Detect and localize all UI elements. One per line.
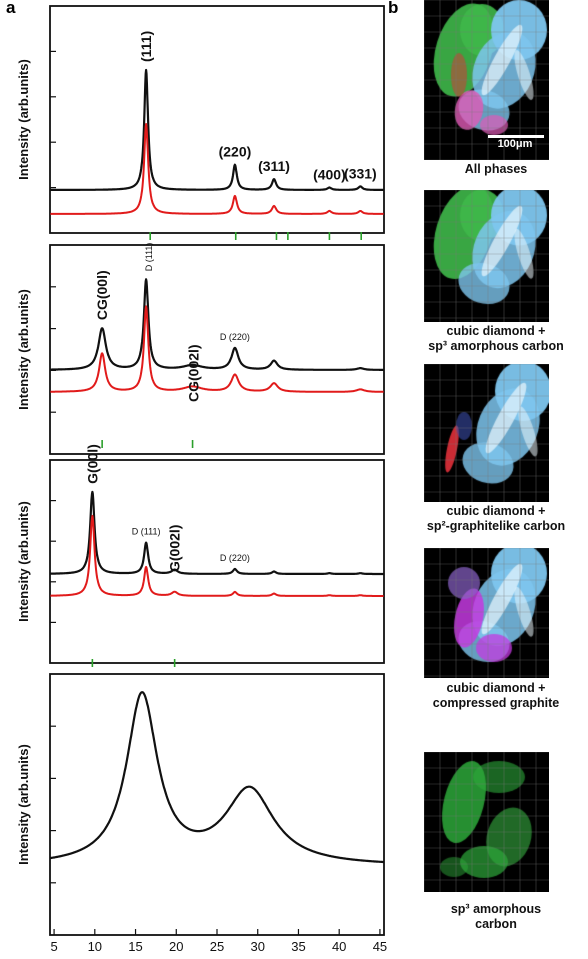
map-grid <box>424 0 549 160</box>
phase-map-sp3-only <box>424 752 549 892</box>
panel-frame <box>49 673 385 936</box>
map-caption-sp3-amorphous: cubic diamond + sp³ amorphous carbon <box>404 324 588 354</box>
panel-frame <box>49 244 385 455</box>
x-tick-label: 10 <box>88 939 102 954</box>
series-line-measured <box>49 490 385 576</box>
scale-bar-label: 100μm <box>497 138 533 150</box>
peak-label: G(002l) <box>167 525 183 572</box>
peak-label: (220) <box>219 144 252 160</box>
x-tick-label: 40 <box>332 939 346 954</box>
phase-map-compressed-graphite <box>424 548 549 678</box>
xrd-panel-3: Intensity (arb.units) G(00l) D (111) G(002l… <box>16 444 385 667</box>
x-tick-label: 20 <box>169 939 183 954</box>
caption-line: sp³ amorphous carbon <box>428 339 564 353</box>
scale-bar <box>488 135 544 138</box>
peak-label: (331) <box>344 165 377 181</box>
peak-label: G(00l) <box>84 444 100 484</box>
x-tick-label: 35 <box>291 939 305 954</box>
x-tick-label: 30 <box>250 939 264 954</box>
peak-label: CG(00l) <box>94 270 110 320</box>
caption-line: cubic diamond + <box>446 504 546 518</box>
series-line-measured <box>49 691 385 864</box>
y-axis-label: Intensity (arb.units) <box>16 59 31 180</box>
xrd-panel-2: Intensity (arb.units) CG(00l) D (111) CG(00… <box>16 243 385 455</box>
map-grid <box>424 190 549 322</box>
panel-label-b: b <box>388 0 399 17</box>
map-caption-all-phases: All phases <box>404 162 588 177</box>
y-axis-label: Intensity (arb.units) <box>16 289 31 410</box>
series-line-fit <box>49 305 385 393</box>
peak-label: CG(002l) <box>186 344 202 402</box>
xrd-pattern-panels: Intensity (arb.units) (111) (220) (311) (400… <box>16 5 387 954</box>
peak-label: D (111) <box>132 527 161 537</box>
series-line-measured <box>49 278 385 371</box>
x-tick-label: 25 <box>210 939 224 954</box>
y-axis-label: Intensity (arb.units) <box>16 501 31 622</box>
x-tick-label: 15 <box>128 939 142 954</box>
peak-label: (111) <box>138 31 154 62</box>
x-tick-label: 5 <box>50 939 57 954</box>
map-caption-compressed-graphite: cubic diamond + compressed graphite <box>404 681 588 711</box>
xrd-panel-1: Intensity (arb.units) (111) (220) (311) (400… <box>16 5 385 240</box>
caption-line: cubic diamond + <box>446 681 546 695</box>
caption-line: sp²-graphitelike carbon <box>426 519 566 533</box>
caption-line: All phases <box>464 162 528 176</box>
phase-map-sp3-amorphous <box>424 190 549 322</box>
phase-map-all-phases <box>424 0 549 160</box>
peak-label: D (220) <box>220 332 250 342</box>
panel-frame <box>49 459 385 664</box>
caption-line: carbon <box>475 917 517 931</box>
panel-frame <box>49 5 385 234</box>
xrd-panel-4: Intensity (arb.units)510152025303540452θ <box>16 673 387 954</box>
phase-map-sp2-graphitelike <box>424 364 549 502</box>
series-line-fit <box>49 514 385 597</box>
series-line-fit <box>49 123 385 215</box>
peak-label: (311) <box>258 158 290 174</box>
y-axis-label: Intensity (arb.units) <box>16 744 31 865</box>
peak-label: (400) <box>313 167 346 183</box>
x-tick-label: 45 <box>373 939 387 954</box>
caption-line: sp³ amorphous <box>450 902 542 916</box>
map-grid <box>424 548 549 678</box>
peak-label: D (220) <box>220 553 250 563</box>
map-grid <box>424 364 549 502</box>
map-caption-sp3-only: sp³ amorphous carbon <box>404 902 588 932</box>
panel-label-a: a <box>6 0 16 17</box>
peak-label: D (111) <box>144 243 154 272</box>
series-line-measured <box>49 68 385 191</box>
map-grid <box>424 752 549 892</box>
map-caption-sp2-graphitelike: cubic diamond + sp²-graphitelike carbon <box>404 504 588 534</box>
caption-line: compressed graphite <box>432 696 560 710</box>
caption-line: cubic diamond + <box>446 324 546 338</box>
